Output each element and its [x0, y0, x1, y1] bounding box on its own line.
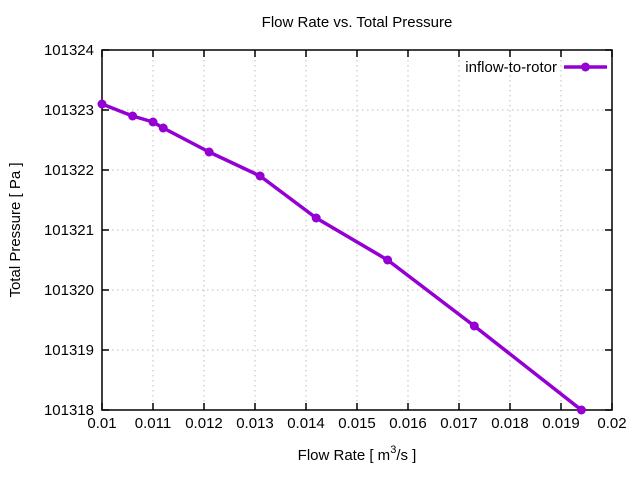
series-marker: [128, 111, 138, 121]
x-tick-label: 0.014: [287, 415, 325, 432]
tick-labels: 0.01 0.011 0.012 0.013 0.014 0.015 0.016 0.017 0…: [44, 42, 627, 432]
series-marker: [311, 213, 321, 223]
legend-label: inflow-to-rotor: [465, 59, 557, 76]
y-tick-label: 101321: [44, 222, 94, 239]
y-tick-label: 101324: [44, 42, 94, 59]
series-marker: [204, 147, 214, 157]
y-tick-label: 101322: [44, 162, 94, 179]
series-marker: [148, 117, 158, 127]
series-marker: [383, 255, 393, 265]
x-tick-label: 0.015: [338, 415, 376, 432]
x-tick-label: 0.019: [542, 415, 580, 432]
grid-layer: [101, 49, 613, 411]
series-marker: [576, 405, 586, 415]
x-axis-label: Flow Rate [ m3/s ]: [298, 444, 417, 464]
series-marker: [255, 171, 265, 181]
x-tick-label: 0.018: [491, 415, 529, 432]
x-axis-label-superscript: 3: [390, 444, 396, 456]
legend: inflow-to-rotor: [465, 59, 607, 76]
y-tick-label: 101319: [44, 342, 94, 359]
y-axis-label: Total Pressure [ Pa ]: [7, 162, 24, 297]
series-layer: [97, 99, 586, 415]
series-marker: [158, 123, 168, 133]
y-tick-label: 101320: [44, 282, 94, 299]
series-marker: [469, 321, 479, 331]
legend-line-sample: [564, 62, 607, 72]
chart-title: Flow Rate vs. Total Pressure: [262, 14, 453, 31]
x-tick-label: 0.013: [236, 415, 274, 432]
x-tick-label: 0.017: [440, 415, 478, 432]
x-tick-label: 0.01: [87, 415, 116, 432]
y-tick-label: 101318: [44, 402, 94, 419]
legend-sample-marker: [581, 62, 590, 72]
x-tick-label: 0.02: [597, 415, 626, 432]
tick-marks: [101, 49, 613, 411]
x-axis-label-suffix: /s ]: [396, 447, 416, 464]
x-tick-label: 0.012: [185, 415, 223, 432]
x-axis-label-prefix: Flow Rate [ m: [298, 447, 391, 464]
y-tick-label: 101323: [44, 102, 94, 119]
series-marker: [97, 99, 107, 109]
x-tick-label: 0.016: [389, 415, 427, 432]
x-tick-label: 0.011: [135, 415, 171, 432]
series-line: [100, 102, 584, 412]
